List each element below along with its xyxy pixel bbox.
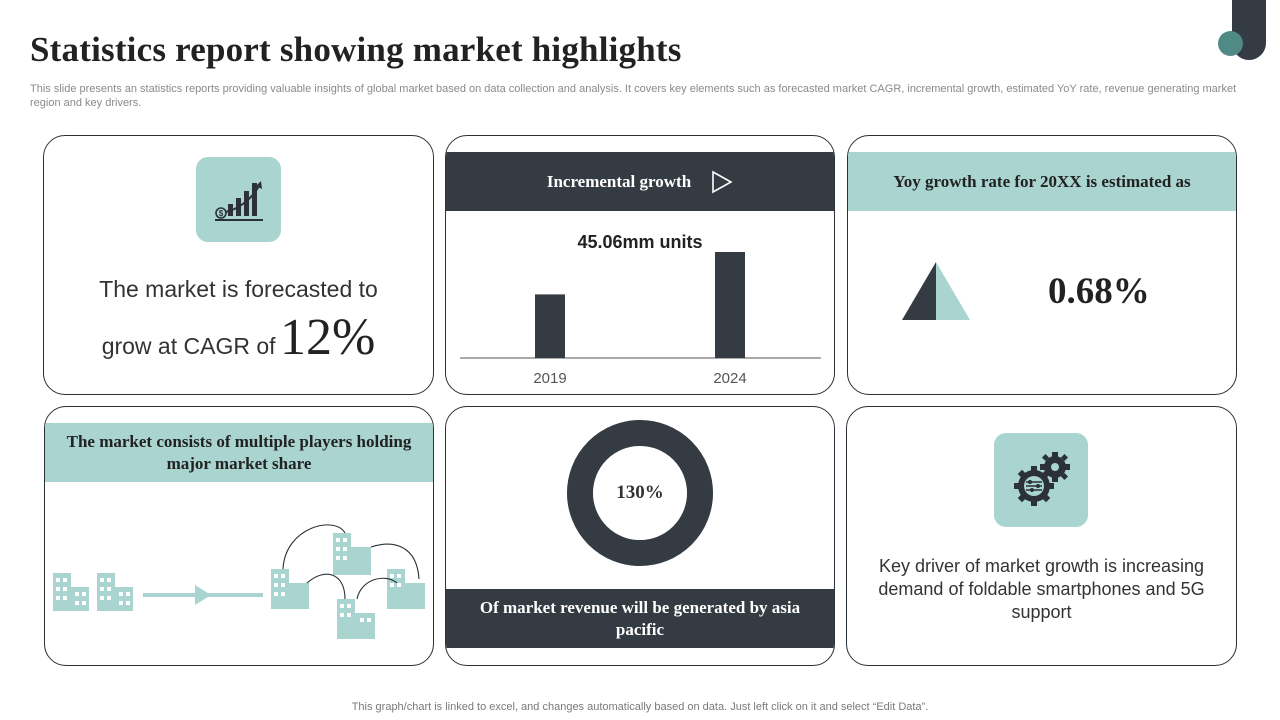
key-driver-text: Key driver of market growth is increasin…: [878, 556, 1205, 622]
cagr-card: $ The market is forecasted to grow at CA…: [43, 135, 434, 395]
play-icon: [712, 170, 733, 193]
page-description: This slide presents an statistics report…: [30, 83, 1237, 109]
yoy-growth-value: 0.68%: [1048, 271, 1150, 312]
revenue-caption: Of market revenue will be generated by a…: [446, 589, 834, 648]
bar-2019: [535, 294, 565, 358]
yoy-growth-header: Yoy growth rate for 20XX is estimated as: [848, 152, 1236, 211]
footer-note: This graph/chart is linked to excel, and…: [351, 701, 929, 713]
market-players-card: The market consists of multiple players …: [44, 406, 434, 666]
city-buildings-icon: [53, 524, 425, 639]
incremental-growth-card: Incremental growth 45.06mm units 2019 202…: [445, 135, 835, 395]
incremental-growth-header: Incremental growth: [446, 152, 834, 211]
incremental-growth-heading: Incremental growth: [546, 171, 692, 191]
corner-decoration-dot: [1218, 31, 1243, 56]
cagr-text-line2: grow at CAGR of 12%: [44, 308, 433, 367]
x-tick-label: 2024: [713, 370, 746, 387]
chart-annotation: 45.06mm units: [577, 232, 703, 252]
cagr-value: 12%: [279, 309, 376, 366]
cagr-text-prefix: grow at CAGR of: [101, 333, 276, 359]
key-driver-card: Key driver of market growth is increasin…: [846, 406, 1237, 666]
cagr-text-line1: The market is forecasted to: [99, 276, 378, 302]
bar-2024: [715, 252, 745, 358]
x-tick-label: 2019: [533, 370, 566, 387]
revenue-card: 130% Of market revenue will be generated…: [445, 406, 835, 666]
yoy-growth-card: Yoy growth rate for 20XX is estimated as…: [847, 135, 1237, 395]
market-players-heading: The market consists of multiple players …: [45, 423, 433, 482]
incremental-growth-chart: 2019 2024: [460, 252, 821, 387]
growth-chart-icon: $: [196, 157, 281, 242]
revenue-donut: [567, 420, 713, 566]
gears-icon: [994, 433, 1088, 527]
pyramid-icon: [902, 262, 970, 320]
svg-text:$: $: [218, 209, 223, 218]
page-title: Statistics report showing market highlig…: [30, 30, 682, 69]
revenue-donut-value: 130%: [616, 482, 664, 503]
